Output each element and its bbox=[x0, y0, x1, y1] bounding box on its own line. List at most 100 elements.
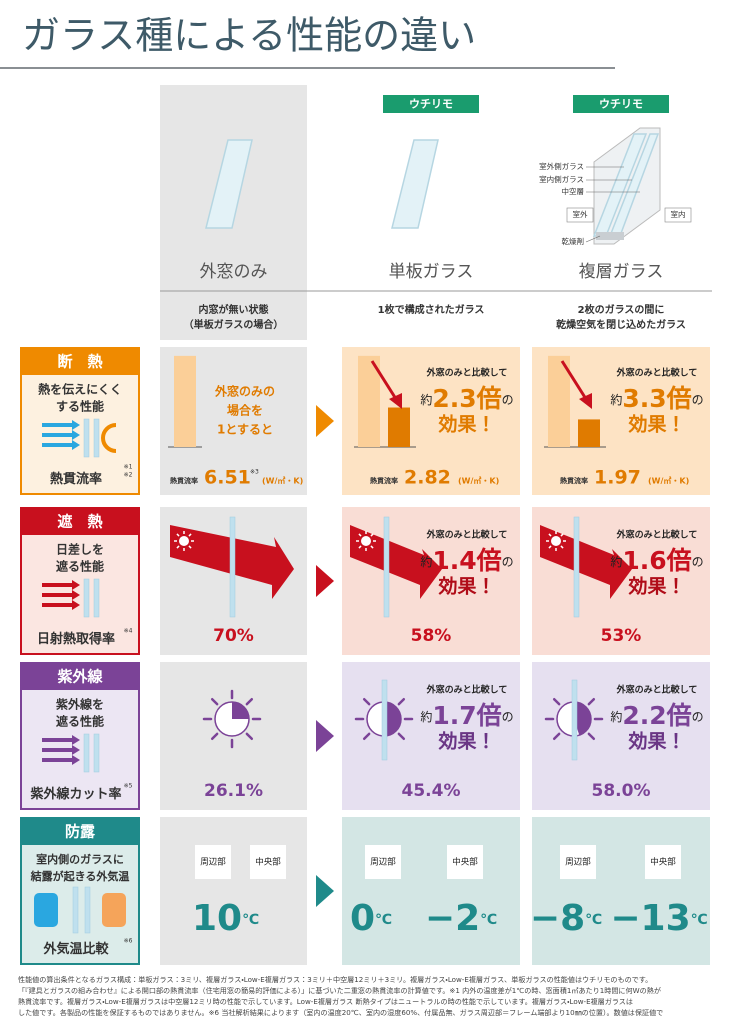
temperature-value: 10 bbox=[192, 898, 242, 939]
position-label: 周辺部 bbox=[200, 858, 226, 868]
comparison-part: の bbox=[502, 555, 514, 569]
value-caption: 熱貫流率 bbox=[170, 476, 198, 485]
footnote-line: 熱貫流率です。複層ガラス・Low-E複層ガラスは中空層12ミリ時の性能で示してい… bbox=[18, 997, 633, 1006]
comparison-part: 約 bbox=[420, 709, 432, 724]
diagram-label: 室内側ガラス bbox=[539, 174, 584, 184]
position-box bbox=[560, 845, 596, 879]
icon-arrow-head bbox=[72, 600, 80, 610]
value: 70% bbox=[213, 626, 254, 646]
comparison-ratio: 約2.3倍の bbox=[420, 384, 513, 413]
sun-small-ray bbox=[370, 533, 374, 537]
diagram-label: 中空層 bbox=[562, 186, 585, 196]
metric-note: ※1 bbox=[124, 464, 133, 471]
badge bbox=[383, 95, 479, 113]
glass-bar bbox=[93, 733, 100, 773]
bar bbox=[174, 355, 196, 447]
icon-arrow-head bbox=[72, 440, 80, 450]
compare-arrow bbox=[316, 875, 334, 907]
glass-pane bbox=[205, 139, 253, 229]
position-label: 中央部 bbox=[650, 857, 676, 868]
row-description: 熱を伝えにくく bbox=[38, 382, 122, 397]
comparison-effect: 効果！ bbox=[627, 575, 685, 598]
sun-fill bbox=[384, 702, 401, 736]
row-label: 紫外線 bbox=[57, 668, 103, 686]
comparison-part: の bbox=[692, 393, 704, 407]
column-name: 複層ガラス bbox=[579, 262, 664, 282]
row-description: 結露が起きる外気温 bbox=[30, 869, 130, 883]
sun-small-ray bbox=[358, 533, 362, 537]
bar bbox=[548, 355, 570, 447]
compare-arrow bbox=[316, 405, 334, 437]
icon-arrow-head bbox=[72, 590, 80, 600]
temperature: 10℃ bbox=[192, 898, 259, 939]
position-box bbox=[645, 845, 681, 879]
value: 58.0% bbox=[592, 781, 651, 801]
temperature-value: −8 bbox=[530, 898, 585, 939]
temperature: −13℃ bbox=[610, 898, 707, 939]
glass-pane bbox=[391, 139, 439, 229]
temperature-unit: ℃ bbox=[375, 912, 392, 928]
comparison-ratio: 約1.7倍の bbox=[420, 701, 513, 730]
value: 58% bbox=[411, 626, 452, 646]
icon-arrow-head bbox=[72, 580, 80, 590]
sun-ray bbox=[397, 697, 406, 706]
sun-ray bbox=[587, 732, 596, 741]
comparison-effect: 効果！ bbox=[437, 413, 495, 436]
value: 1.97 bbox=[594, 467, 641, 489]
comparison-effect: 効果！ bbox=[627, 413, 685, 436]
value-unit: (W/㎡・K) bbox=[458, 476, 499, 486]
page-title: ガラス種による性能の違い bbox=[22, 14, 476, 58]
bar bbox=[388, 407, 410, 447]
icon-return bbox=[101, 423, 117, 453]
sun-ray bbox=[362, 697, 371, 706]
diagram-label: 乾燥剤 bbox=[562, 236, 585, 246]
row-label: 断 熱 bbox=[57, 353, 102, 371]
metric-name: 紫外線カット率 bbox=[30, 786, 121, 802]
icon-arrow-head bbox=[72, 430, 80, 440]
cell-bg bbox=[342, 662, 520, 810]
compare-arrow bbox=[316, 565, 334, 597]
comparison-part: 約 bbox=[420, 392, 432, 407]
icon-arrow-head bbox=[72, 755, 80, 765]
row-description: 日差しを bbox=[56, 542, 104, 557]
column-name: 外窓のみ bbox=[200, 262, 268, 282]
row-label: 防露 bbox=[65, 823, 96, 841]
sun-ray bbox=[552, 697, 561, 706]
row-metric: 日射熱取得率 bbox=[37, 631, 115, 647]
value: 53% bbox=[601, 626, 642, 646]
metric-note: ※2 bbox=[124, 472, 133, 479]
sun-ray bbox=[552, 732, 561, 741]
value: 6.51 bbox=[204, 467, 251, 489]
diagram-box bbox=[664, 207, 692, 223]
sun-ray bbox=[245, 697, 254, 706]
comparison-part: 2.3倍 bbox=[432, 384, 501, 413]
sun-small-ray bbox=[188, 533, 192, 537]
comparison-ratio: 約1.4倍の bbox=[420, 546, 513, 575]
comparison-ratio: 約1.6倍の bbox=[610, 546, 703, 575]
sun-small-ray bbox=[560, 545, 564, 549]
badge-text: ウチリモ bbox=[599, 98, 643, 111]
temperature: 0℃ bbox=[350, 898, 392, 939]
icon-arrow-head bbox=[72, 745, 80, 755]
glass-bar bbox=[72, 886, 79, 934]
sun-small-ray bbox=[176, 533, 180, 537]
sun-fill bbox=[232, 702, 249, 719]
leader-line bbox=[585, 235, 601, 243]
comparison-part: の bbox=[502, 710, 514, 724]
comparison-prefix: 外窓のみと比較して bbox=[426, 684, 508, 696]
position-box bbox=[195, 845, 231, 879]
sun-icon bbox=[202, 689, 262, 749]
cell-bg bbox=[160, 817, 307, 965]
comparison-prefix: 外窓のみと比較して bbox=[616, 529, 698, 541]
glass-bar bbox=[383, 516, 390, 618]
glass-bar bbox=[84, 886, 91, 934]
position-label: 中央部 bbox=[255, 857, 281, 868]
sun-ray bbox=[397, 732, 406, 741]
cell-bg bbox=[532, 817, 710, 965]
diagram-box bbox=[566, 207, 594, 223]
footnote-line: した値です。各製品の性能を保証するものではありません。※6 当社解析結果によりま… bbox=[18, 1008, 664, 1017]
label-header bbox=[21, 348, 139, 375]
glass-bar bbox=[83, 418, 90, 458]
position-box bbox=[365, 845, 401, 879]
column-description: （単板ガラスの場合） bbox=[184, 318, 284, 331]
